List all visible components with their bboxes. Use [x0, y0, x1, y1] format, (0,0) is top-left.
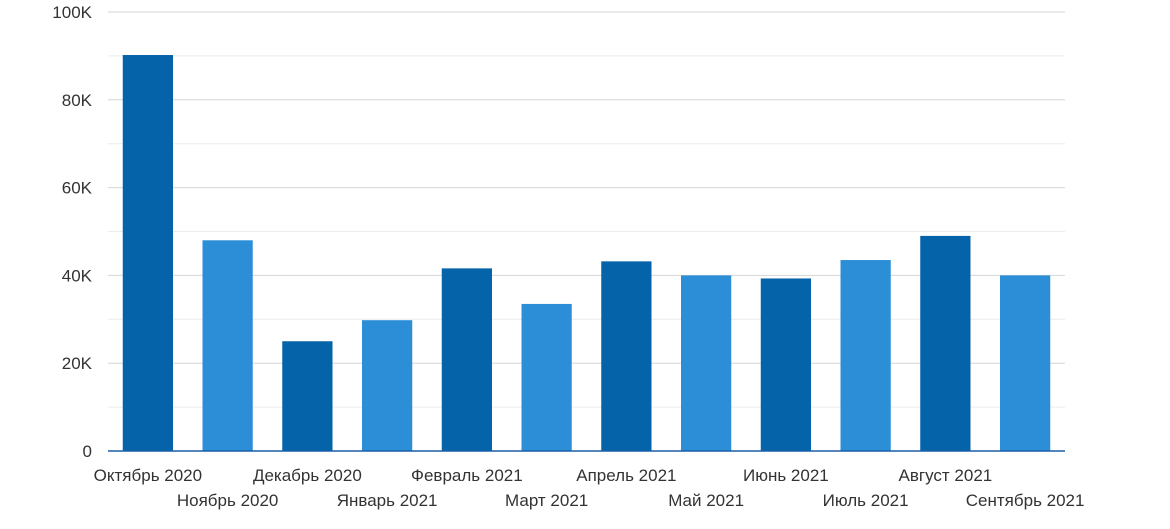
x-axis-ticks: Октябрь 2020 Ноябрь 2020 Декабрь 2020 Январ…	[94, 466, 1085, 510]
y-tick-label: 0	[83, 442, 92, 461]
y-tick-label: 20K	[62, 354, 93, 373]
y-tick-label: 80K	[62, 91, 93, 110]
x-tick-label: Февраль 2021	[411, 466, 523, 485]
bar-3[interactable]	[282, 341, 333, 451]
bar-1[interactable]	[122, 55, 173, 451]
bar-9[interactable]	[760, 278, 811, 451]
y-tick-label: 60K	[62, 179, 93, 198]
bar-2[interactable]	[202, 240, 253, 451]
x-tick-label: Сентябрь 2021	[966, 491, 1085, 510]
bar-7[interactable]	[601, 261, 652, 451]
bar-10[interactable]	[840, 260, 891, 451]
bar-8[interactable]	[681, 275, 732, 451]
x-tick-label: Август 2021	[899, 466, 993, 485]
y-axis-ticks: 0 20K 40K 60K 80K 100K	[52, 3, 92, 461]
x-tick-label: Декабрь 2020	[253, 466, 362, 485]
bar-12[interactable]	[1000, 275, 1051, 451]
x-tick-label: Январь 2021	[337, 491, 438, 510]
y-tick-label: 40K	[62, 266, 93, 285]
x-tick-label: Май 2021	[668, 491, 744, 510]
bar-5[interactable]	[441, 268, 492, 451]
x-tick-label: Июнь 2021	[743, 466, 829, 485]
x-tick-label: Ноябрь 2020	[177, 491, 279, 510]
bar-6[interactable]	[521, 303, 572, 451]
x-tick-label: Октябрь 2020	[94, 466, 202, 485]
bar-11[interactable]	[920, 235, 971, 451]
x-tick-label: Июль 2021	[823, 491, 909, 510]
x-tick-label: Март 2021	[505, 491, 588, 510]
y-tick-label: 100K	[52, 3, 92, 22]
bars	[122, 55, 1051, 451]
x-tick-label: Апрель 2021	[576, 466, 676, 485]
bar-4[interactable]	[362, 320, 413, 451]
gridlines	[108, 11, 1065, 408]
